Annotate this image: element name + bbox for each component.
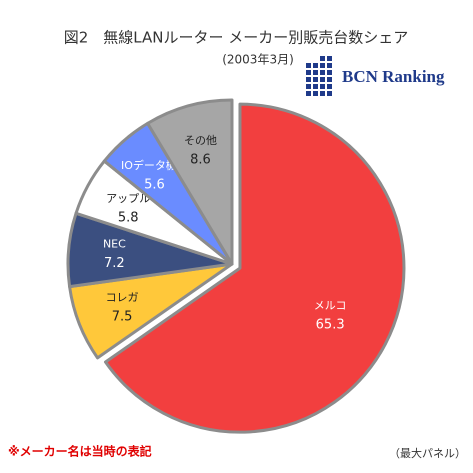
slice-label: アップル <box>106 192 150 205</box>
pie-slice <box>104 102 406 434</box>
chart-subtitle: (2003年3月) <box>222 53 294 67</box>
slice-value: 8.6 <box>190 153 211 168</box>
footnote: ※メーカー名は当時の表記 <box>8 444 152 459</box>
slice-value: 5.8 <box>118 210 139 225</box>
slice-label: コレガ <box>106 291 139 304</box>
slice-label: NEC <box>103 238 126 251</box>
chart-title: 図2 無線LANルーター メーカー別販売台数シェア <box>64 29 409 47</box>
source-note: （最大パネル） <box>389 446 466 460</box>
pie-slice <box>146 98 234 266</box>
slice-label: メルコ <box>314 299 347 312</box>
pie: メルコ65.3コレガ7.5NEC7.2アップル5.8IOデータ機器5.6その他8… <box>66 98 406 434</box>
slice-value: 65.3 <box>316 318 345 333</box>
logo-text: BCN Ranking <box>342 67 445 86</box>
logo-icon <box>306 56 332 96</box>
slice-value: 7.2 <box>104 256 125 271</box>
slice-label: その他 <box>184 134 217 147</box>
slice-value: 7.5 <box>112 310 133 325</box>
slice-value: 5.6 <box>144 177 165 192</box>
